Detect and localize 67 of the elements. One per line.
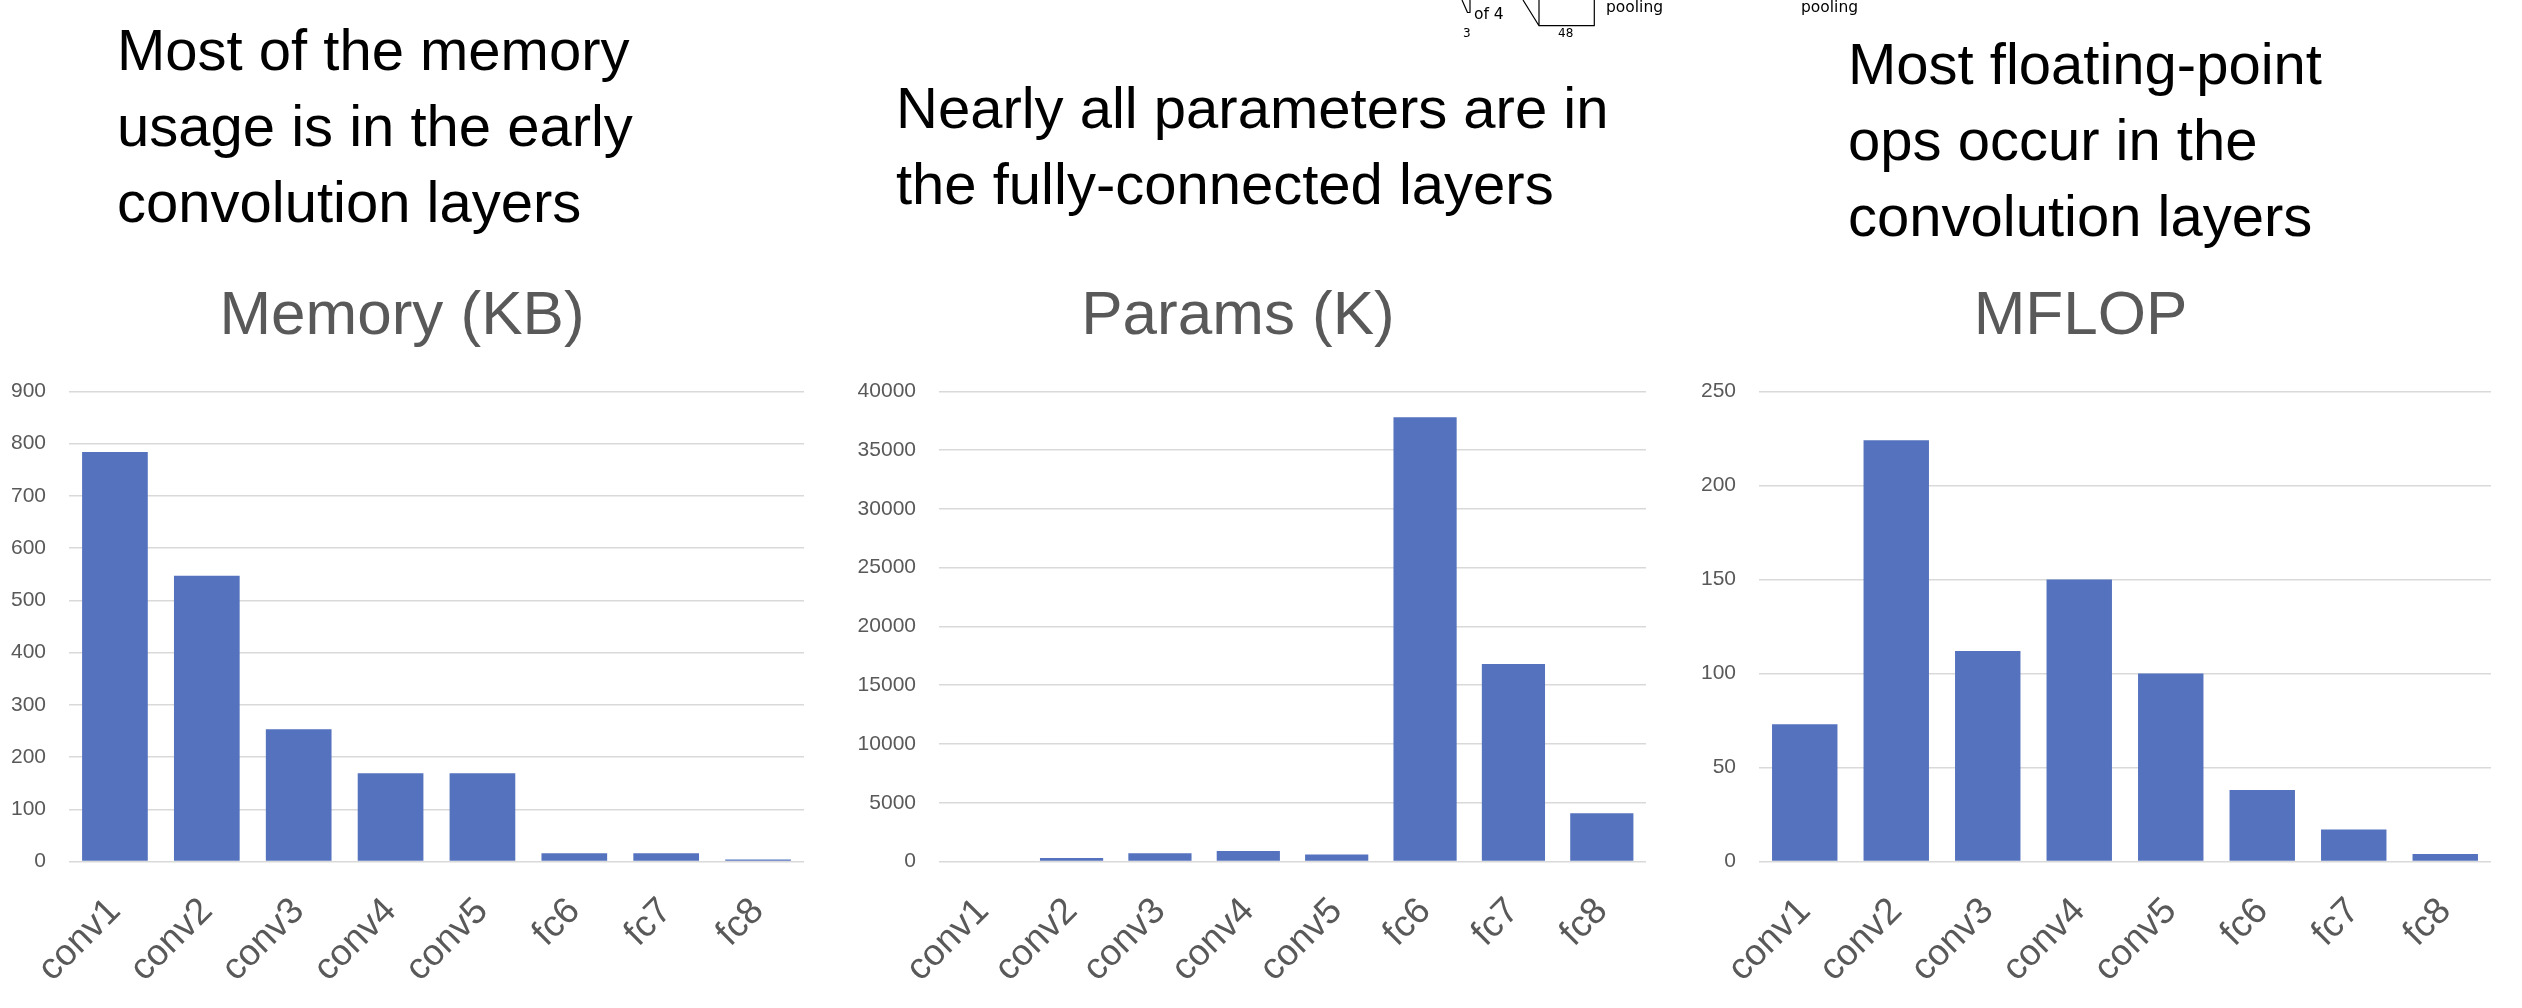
y-tick-label: 30000 <box>857 495 916 519</box>
bar <box>265 729 332 861</box>
bar <box>1128 853 1192 861</box>
text: Nearly all parameters are in the fully-connected layers <box>896 74 1610 218</box>
bar <box>2229 790 2295 861</box>
x-tick-label: fc8 <box>1550 889 1615 953</box>
text: Most floating-point ops occur in the convolution layers <box>1848 30 2323 250</box>
y-tick-label: 700 <box>10 482 46 506</box>
y-tick-label: 10000 <box>857 730 916 754</box>
bar <box>1955 650 2021 861</box>
y-tick-label: 20000 <box>857 613 916 637</box>
y-tick-label: 500 <box>10 587 46 611</box>
bar <box>449 773 516 861</box>
bar <box>2321 829 2387 861</box>
x-tick-label: fc7 <box>615 889 680 953</box>
bar <box>82 451 148 861</box>
x-tick-label: fc7 <box>1462 889 1527 953</box>
bar <box>1863 440 1929 861</box>
bar <box>1305 854 1369 861</box>
y-tick-label: 800 <box>10 430 46 454</box>
x-tick-label: fc6 <box>523 889 588 953</box>
y-tick-label: 15000 <box>857 672 916 696</box>
y-tick-label: 150 <box>1700 566 1736 590</box>
y-tick-label: 250 <box>1700 378 1736 402</box>
y-tick-label: 100 <box>10 796 46 820</box>
bar <box>633 853 700 861</box>
y-tick-label: 5000 <box>869 789 916 813</box>
text: pooling <box>1606 0 1664 16</box>
text: of 4 <box>1474 4 1504 23</box>
text: 48 <box>1558 26 1574 40</box>
y-tick-label: 0 <box>34 848 46 872</box>
bar <box>1216 850 1280 861</box>
bar <box>173 575 240 861</box>
y-tick-label: 0 <box>904 848 916 872</box>
bar <box>2412 853 2478 861</box>
y-tick-label: 35000 <box>857 436 916 460</box>
bar <box>2138 673 2204 861</box>
text: 3 <box>1463 26 1471 40</box>
y-tick-label: 50 <box>1712 754 1736 778</box>
y-tick-label: 900 <box>10 378 46 402</box>
y-tick-label: 100 <box>1700 660 1736 684</box>
chart-title: MFLOP <box>1973 278 2188 348</box>
bar <box>1039 857 1104 861</box>
text: Most of the memory usage is in the early convolution layers <box>117 16 634 236</box>
y-tick-label: 300 <box>10 691 46 715</box>
y-tick-label: 200 <box>1700 472 1736 496</box>
x-tick-label: fc6 <box>2211 889 2276 953</box>
bar <box>1570 813 1634 861</box>
y-tick-label: 25000 <box>857 554 916 578</box>
chart-title: Params (K) <box>1081 278 1395 348</box>
text: pooling <box>1801 0 1859 17</box>
y-tick-label: 40000 <box>857 378 916 402</box>
bar <box>1393 417 1457 861</box>
y-tick-label: 600 <box>10 534 46 558</box>
x-tick-label: fc8 <box>707 889 771 953</box>
bar <box>541 853 608 861</box>
x-tick-label: fc7 <box>2302 889 2367 953</box>
bar <box>1481 664 1546 861</box>
bar <box>2046 579 2112 861</box>
bar <box>357 773 424 861</box>
chart-title: Memory (KB) <box>219 278 585 348</box>
x-tick-label: fc8 <box>2394 889 2459 953</box>
x-tick-label: fc6 <box>1374 889 1438 953</box>
y-tick-label: 0 <box>1724 848 1736 872</box>
y-tick-label: 200 <box>10 743 46 767</box>
y-tick-label: 400 <box>10 639 46 663</box>
bar <box>1772 724 1838 861</box>
